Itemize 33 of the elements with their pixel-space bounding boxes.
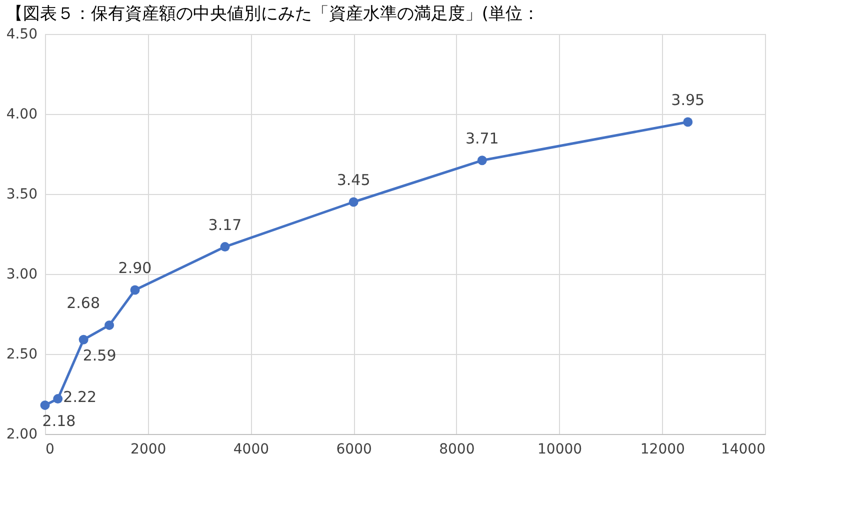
data-label: 2.68	[66, 294, 100, 312]
data-label: 2.18	[42, 412, 76, 430]
data-label: 3.17	[208, 216, 242, 234]
x-tick-label: 0	[46, 442, 54, 458]
point	[683, 117, 693, 127]
chart-title: 【図表５：保有資産額の中央値別にみた「資産水準の満足度」(単位：	[6, 4, 540, 24]
data-label: 3.45	[336, 171, 370, 189]
point	[130, 285, 140, 295]
data-label: 2.90	[118, 259, 152, 277]
y-tick-label: 2.00	[6, 426, 38, 442]
y-tick-label: 3.50	[6, 186, 38, 202]
x-tick-label: 14000	[720, 442, 766, 458]
x-tick-label: 10000	[538, 442, 582, 458]
y-tick-label: 4.50	[6, 26, 38, 42]
x-tick-label: 12000	[640, 442, 685, 458]
x-tick-label: 8000	[439, 442, 475, 458]
point	[220, 242, 230, 252]
x-tick-label: 6000	[336, 442, 372, 458]
data-label: 3.95	[671, 91, 705, 109]
x-tick-label: 4000	[233, 442, 270, 458]
point	[78, 334, 88, 344]
data-label: 2.22	[63, 388, 97, 406]
point	[477, 156, 487, 166]
y-tick-label: 2.50	[6, 346, 38, 362]
data-label: 3.71	[465, 129, 499, 148]
point	[348, 197, 358, 207]
y-tick-label: 3.00	[6, 266, 38, 282]
point	[104, 320, 114, 330]
point	[53, 394, 63, 404]
y-tick-label: 4.00	[6, 106, 38, 122]
data-label: 2.59	[82, 346, 116, 365]
point	[40, 400, 50, 410]
x-tick-label: 2000	[130, 442, 166, 458]
